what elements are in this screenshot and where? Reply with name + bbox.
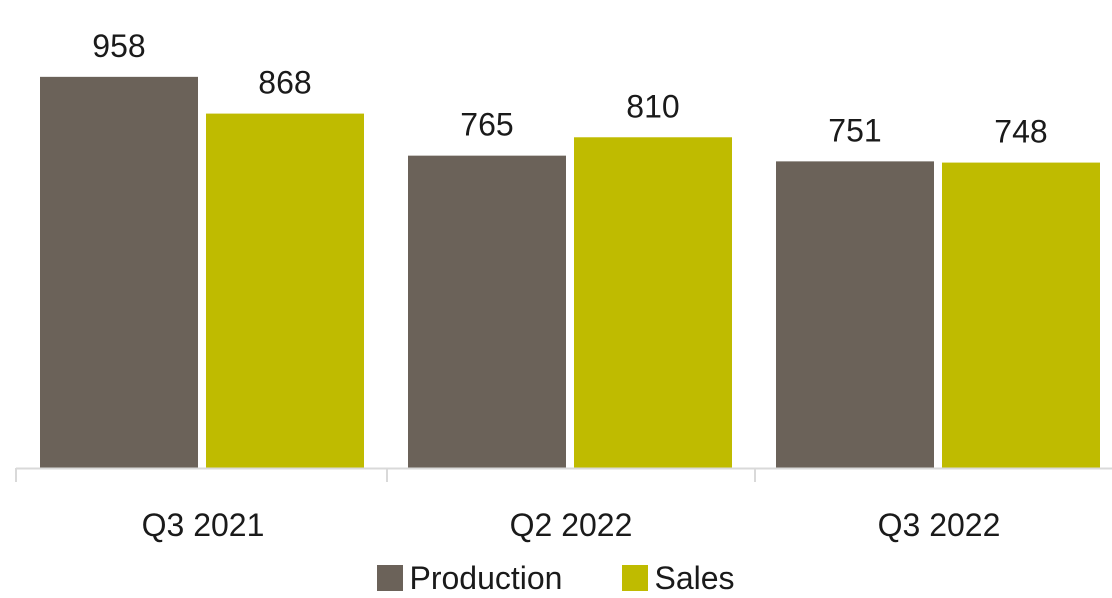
bars-group <box>40 76 1100 469</box>
bar-production-q2-2022 <box>408 155 566 468</box>
value-label-sales-q2-2022: 810 <box>626 88 679 124</box>
value-label-sales-q3-2022: 748 <box>994 114 1047 150</box>
category-labels-group: Q3 2021 Q2 2022 Q3 2022 <box>142 507 1001 543</box>
value-labels-group: 958 868 765 810 751 748 <box>92 28 1047 150</box>
bar-production-q3-2022 <box>776 161 934 468</box>
legend-label-production: Production <box>409 559 563 596</box>
legend-item-sales: Sales <box>622 559 735 597</box>
legend-label-sales: Sales <box>654 559 735 596</box>
legend-item-production: Production <box>377 560 562 597</box>
legend: Production Sales <box>0 558 1112 598</box>
x-axis <box>15 467 1112 482</box>
value-label-production-q2-2022: 765 <box>460 107 513 143</box>
bar-production-q3-2021 <box>40 76 198 468</box>
category-label-q2-2022: Q2 2022 <box>510 507 633 543</box>
value-label-production-q3-2022: 751 <box>828 112 881 148</box>
bar-sales-q3-2022 <box>942 162 1100 468</box>
value-label-sales-q3-2021: 868 <box>258 65 311 101</box>
category-label-q3-2022: Q3 2022 <box>878 507 1001 543</box>
legend-swatch-production <box>377 565 404 591</box>
category-label-q3-2021: Q3 2021 <box>142 507 265 543</box>
value-label-production-q3-2021: 958 <box>92 28 145 64</box>
legend-swatch-sales <box>622 565 649 591</box>
bar-sales-q2-2022 <box>574 137 732 469</box>
bar-sales-q3-2021 <box>206 113 364 469</box>
